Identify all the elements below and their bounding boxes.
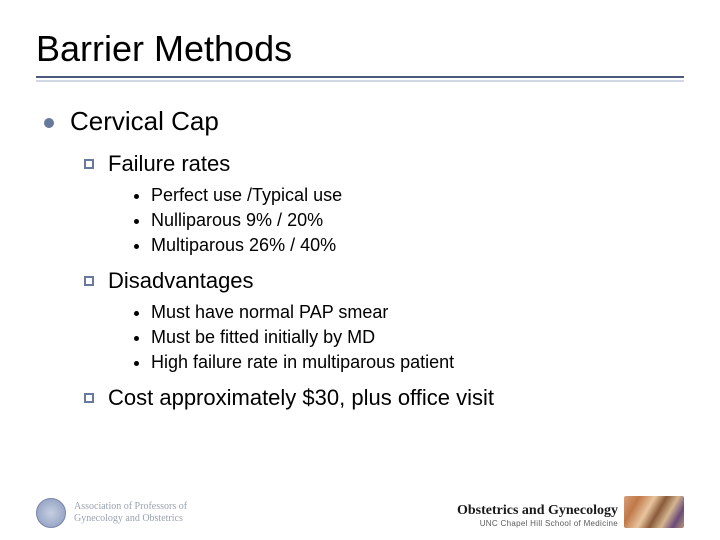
bullet-l3-icon — [134, 336, 139, 341]
l3-label: High failure rate in multiparous patient — [151, 352, 454, 373]
l3-label: Perfect use /Typical use — [151, 185, 342, 206]
list-item-l1: Cervical Cap — [44, 106, 684, 137]
l1-label: Cervical Cap — [70, 106, 219, 137]
bullet-l1-icon — [44, 118, 54, 128]
obgyn-subtitle: UNC Chapel Hill School of Medicine — [457, 519, 618, 528]
bullet-l3-icon — [134, 361, 139, 366]
list-item-l2: Disadvantages — [84, 268, 684, 294]
list-item-l3: Must be fitted initially by MD — [134, 327, 684, 348]
bullet-l3-icon — [134, 244, 139, 249]
bullet-l3-icon — [134, 194, 139, 199]
footer-right: Obstetrics and Gynecology UNC Chapel Hil… — [457, 496, 684, 528]
obgyn-title: Obstetrics and Gynecology — [457, 503, 618, 519]
content-area: Cervical Cap Failure rates Perfect use /… — [36, 106, 684, 411]
apgo-seal-icon — [36, 498, 66, 528]
l3-group: Perfect use /Typical use Nulliparous 9% … — [44, 185, 684, 256]
footer: Association of Professors of Gynecology … — [36, 496, 684, 528]
l3-label: Multiparous 26% / 40% — [151, 235, 336, 256]
list-item-l2: Failure rates — [84, 151, 684, 177]
l2-label: Disadvantages — [108, 268, 254, 294]
apgo-text: Association of Professors of Gynecology … — [74, 501, 187, 526]
title-rule-bottom — [36, 80, 684, 82]
bullet-l3-icon — [134, 219, 139, 224]
obgyn-text: Obstetrics and Gynecology UNC Chapel Hil… — [457, 503, 618, 528]
list-item-l3: Nulliparous 9% / 20% — [134, 210, 684, 231]
list-item-l3: Must have normal PAP smear — [134, 302, 684, 323]
l2-label: Failure rates — [108, 151, 230, 177]
list-item-l3: Multiparous 26% / 40% — [134, 235, 684, 256]
l3-label: Nulliparous 9% / 20% — [151, 210, 323, 231]
title-rule-top — [36, 76, 684, 78]
list-item-l3: High failure rate in multiparous patient — [134, 352, 684, 373]
page-title: Barrier Methods — [36, 28, 684, 70]
l3-label: Must be fitted initially by MD — [151, 327, 375, 348]
slide: Barrier Methods Cervical Cap Failure rat… — [0, 0, 720, 540]
bullet-l2-icon — [84, 393, 94, 403]
l2-label: Cost approximately $30, plus office visi… — [108, 385, 494, 411]
bullet-l3-icon — [134, 311, 139, 316]
bullet-l2-icon — [84, 159, 94, 169]
bullet-l2-icon — [84, 276, 94, 286]
apgo-line1: Association of Professors of — [74, 501, 187, 514]
list-item-l3: Perfect use /Typical use — [134, 185, 684, 206]
l3-label: Must have normal PAP smear — [151, 302, 388, 323]
l3-group: Must have normal PAP smear Must be fitte… — [44, 302, 684, 373]
apgo-line2: Gynecology and Obstetrics — [74, 513, 187, 526]
footer-left: Association of Professors of Gynecology … — [36, 498, 187, 528]
obgyn-photo-icon — [624, 496, 684, 528]
list-item-l2: Cost approximately $30, plus office visi… — [84, 385, 684, 411]
